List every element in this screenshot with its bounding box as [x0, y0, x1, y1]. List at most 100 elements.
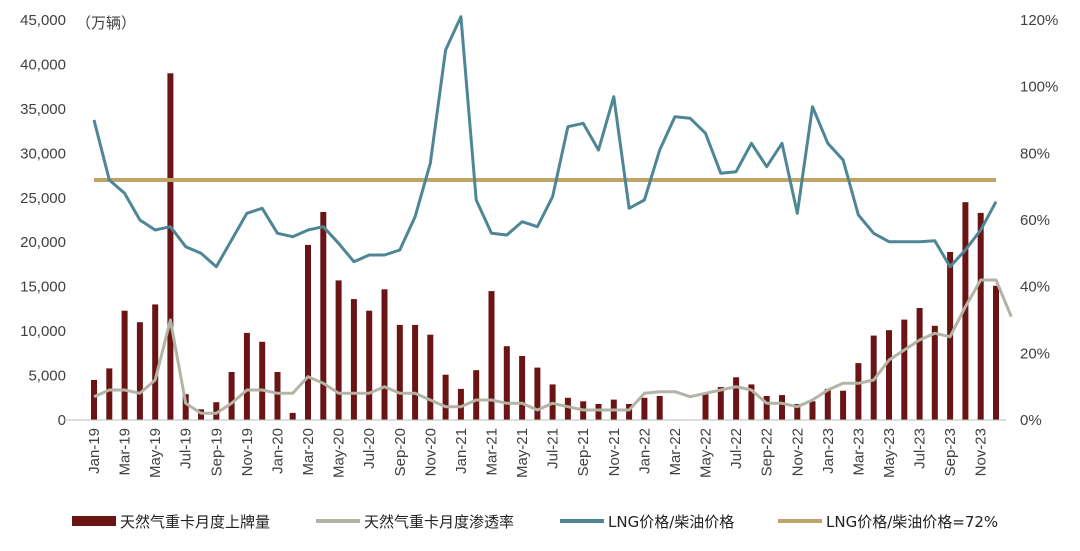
x-tick-label: Sep-19 [208, 428, 225, 476]
bar-19 [381, 289, 388, 420]
x-tick-label: Jul-23 [912, 428, 929, 469]
x-tick-label: Nov-19 [239, 428, 256, 476]
plot-area [91, 15, 1013, 421]
bar-13 [289, 412, 296, 420]
bar-59 [993, 285, 999, 420]
legend-item-2: LNG价格/柴油价格 [560, 513, 734, 531]
bar-54 [916, 308, 923, 420]
x-tick-label: Sep-21 [575, 428, 592, 476]
bar-10 [243, 332, 250, 420]
bar-21 [412, 324, 419, 420]
x-tick-label: Mar-21 [484, 428, 501, 476]
legend-label: LNG价格/柴油价格 [608, 513, 734, 531]
x-tick-label: Sep-23 [942, 428, 959, 476]
y-left-tick-label: 20,000 [20, 234, 66, 251]
bar-9 [228, 372, 235, 420]
y-left-tick-label: 45,000 [20, 12, 66, 29]
x-tick-label: Jul-22 [728, 428, 745, 469]
bar-35 [626, 404, 633, 420]
bar-15 [320, 212, 327, 420]
bar-26 [488, 291, 495, 420]
bar-27 [503, 346, 510, 420]
y-right-tick-label: 20% [1020, 345, 1050, 362]
bar-29 [534, 367, 541, 420]
x-tick-label: Nov-22 [789, 428, 806, 476]
bar-25 [473, 370, 480, 420]
bar-42 [733, 377, 740, 420]
bar-18 [366, 310, 373, 420]
x-tick-label: Jan-20 [270, 428, 287, 474]
bar-52 [886, 330, 892, 420]
y-left-tick-label: 40,000 [20, 56, 66, 73]
legend-label: 天然气重卡月度渗透率 [364, 513, 514, 531]
bar-55 [931, 325, 938, 420]
bar-16 [335, 280, 342, 420]
legend-swatch [72, 516, 116, 526]
x-axis: Jan-19 Mar-19 May-19 Jul-19 Sep-19 Nov-19 Jan-… [64, 419, 1006, 478]
bar-50 [855, 363, 862, 420]
x-tick-label: May-20 [331, 428, 348, 478]
bar-45 [779, 395, 785, 420]
y-left-tick-label: 15,000 [20, 279, 66, 296]
y-left-tick-label: 35,000 [20, 101, 66, 118]
bar-5 [167, 73, 174, 421]
series-line-penetration [93, 278, 1013, 415]
bar-48 [824, 388, 831, 420]
x-tick-label: Mar-22 [667, 428, 684, 476]
legend-item-0: 天然气重卡月度上牌量 [72, 513, 270, 531]
x-tick-label: Nov-23 [973, 428, 990, 476]
bar-41 [717, 387, 724, 420]
x-tick-label: Mar-19 [117, 428, 134, 476]
legend-label: LNG价格/柴油价格=72% [826, 513, 998, 531]
x-tick-label: Sep-20 [392, 428, 409, 476]
bar-20 [396, 324, 403, 420]
x-tick-label: May-21 [514, 428, 531, 478]
bar-37 [656, 396, 663, 420]
y-right-tick-label: 0% [1020, 412, 1042, 429]
bar-31 [564, 397, 571, 420]
legend-item-3: LNG价格/柴油价格=72% [778, 513, 998, 531]
bar-17 [350, 299, 357, 420]
bar-8 [213, 402, 220, 420]
y-right-tick-label: 60% [1020, 212, 1050, 229]
y-left-tick-label: 10,000 [20, 323, 66, 340]
x-tick-label: Nov-21 [606, 428, 623, 476]
unit-label: （万辆） [76, 14, 136, 32]
x-tick-label: Jan-21 [453, 428, 470, 474]
y-left-tick-label: 30,000 [20, 145, 66, 162]
bar-4 [152, 304, 159, 420]
x-tick-label: Sep-22 [759, 428, 776, 476]
bar-2 [121, 310, 128, 420]
bar-23 [442, 374, 449, 420]
right-axis: 0% 20% 40% 60% 80% 100% 120% [1020, 12, 1058, 429]
x-tick-label: May-23 [881, 428, 898, 478]
x-tick-label: Mar-20 [300, 428, 317, 476]
bar-24 [457, 388, 464, 420]
x-tick-label: Jul-20 [361, 428, 378, 469]
bar-47 [809, 401, 816, 420]
legend-item-1: 天然气重卡月度渗透率 [316, 513, 514, 531]
x-tick-label: Jan-19 [86, 428, 103, 474]
y-left-tick-label: 25,000 [20, 190, 66, 207]
bar-53 [901, 319, 908, 420]
x-tick-label: Jul-19 [178, 428, 195, 469]
x-tick-label: Mar-23 [850, 428, 867, 476]
bar-11 [259, 341, 266, 420]
y-left-tick-label: 0 [58, 412, 66, 429]
bar-12 [274, 372, 281, 420]
y-right-tick-label: 120% [1020, 12, 1058, 29]
bar-58 [977, 212, 984, 420]
y-right-tick-label: 80% [1020, 145, 1050, 162]
legend-label: 天然气重卡月度上牌量 [120, 513, 270, 531]
x-tick-label: Nov-20 [422, 428, 439, 476]
bar-28 [519, 356, 526, 420]
bar-44 [763, 396, 770, 420]
bar-22 [427, 334, 434, 420]
bar-57 [962, 202, 969, 420]
bar-3 [136, 322, 143, 420]
bar-14 [305, 244, 311, 420]
legend: 天然气重卡月度上牌量 天然气重卡月度渗透率 LNG价格/柴油价格 LNG价格/柴油价格… [72, 513, 998, 531]
bar-40 [702, 393, 709, 420]
bar-0 [91, 380, 97, 420]
